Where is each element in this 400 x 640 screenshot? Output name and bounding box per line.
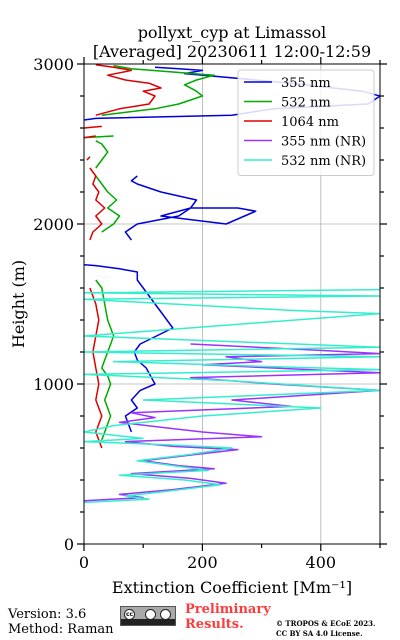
legend-label: 532 nm (NR) [281, 154, 366, 169]
chart-title: pollyxt_cyp at Limassol [138, 23, 327, 42]
legend: 355 nm 532 nm 1064 nm 355 nm (NR) 532 nm (NR… [237, 69, 375, 176]
version-text: Version: 3.6 [8, 607, 87, 622]
preliminary-line2: Results. [185, 617, 244, 632]
series-line-3 [84, 64, 162, 449]
series-line-4 [84, 343, 380, 502]
plot-frame [83, 63, 381, 545]
method-text: Method: Raman [8, 622, 114, 637]
x-axis-label: Extinction Coefficient [Mm⁻¹] [112, 578, 352, 597]
series-layer [84, 64, 380, 504]
x-tick-label: 400 [306, 553, 337, 572]
y-tick-label: 1000 [33, 375, 74, 394]
license-line2: CC BY SA 4.0 License. [276, 629, 363, 638]
y-axis-label: Height (m) [9, 260, 28, 348]
cc-by-sa-icon: cc [120, 606, 176, 626]
legend-box [237, 69, 375, 176]
legend-label: 532 nm [281, 96, 331, 111]
axis-ticks: 0 1000 2000 3000 0 200 400 [33, 55, 387, 572]
chart-subtitle: [Averaged] 20230611 12:00-12:59 [93, 42, 371, 61]
legend-label: 355 nm (NR) [281, 135, 366, 150]
legend-label: 1064 nm [281, 115, 339, 130]
license-line1: © TROPOS & ECoE 2023. [276, 619, 376, 628]
y-tick-label: 3000 [33, 55, 74, 74]
license-text: © TROPOS & ECoE 2023. CC BY SA 4.0 Licen… [276, 619, 400, 639]
x-tick-label: 200 [187, 553, 218, 572]
y-tick-label: 2000 [33, 215, 74, 234]
series-line-5 [84, 288, 380, 504]
x-tick-label: 0 [79, 553, 89, 572]
legend-label: 355 nm [281, 76, 331, 91]
preliminary-results-note: Preliminary Results. [185, 602, 285, 632]
y-tick-label: 0 [64, 535, 74, 554]
preliminary-line1: Preliminary [185, 602, 271, 617]
